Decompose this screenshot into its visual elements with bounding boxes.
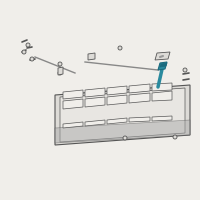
Polygon shape [85,97,105,107]
Polygon shape [60,88,185,142]
Polygon shape [152,91,172,101]
Polygon shape [160,63,167,67]
Polygon shape [85,88,105,97]
Circle shape [58,71,62,75]
Polygon shape [107,95,127,105]
Polygon shape [63,122,83,128]
Polygon shape [88,53,95,60]
Polygon shape [63,99,83,109]
Polygon shape [63,90,83,99]
Polygon shape [152,116,172,121]
Polygon shape [107,86,127,95]
Polygon shape [55,120,190,143]
Polygon shape [58,67,63,75]
Polygon shape [129,117,150,122]
Polygon shape [158,62,167,70]
Polygon shape [155,52,170,60]
Circle shape [22,50,26,54]
Polygon shape [152,83,172,91]
Polygon shape [85,120,105,126]
Circle shape [123,136,127,140]
Circle shape [118,46,122,50]
Circle shape [26,43,30,47]
Polygon shape [129,93,150,103]
Circle shape [58,62,62,66]
Circle shape [30,57,34,61]
Circle shape [183,68,187,72]
Polygon shape [55,85,190,145]
Polygon shape [107,118,127,124]
Polygon shape [129,84,150,93]
Circle shape [173,135,177,139]
